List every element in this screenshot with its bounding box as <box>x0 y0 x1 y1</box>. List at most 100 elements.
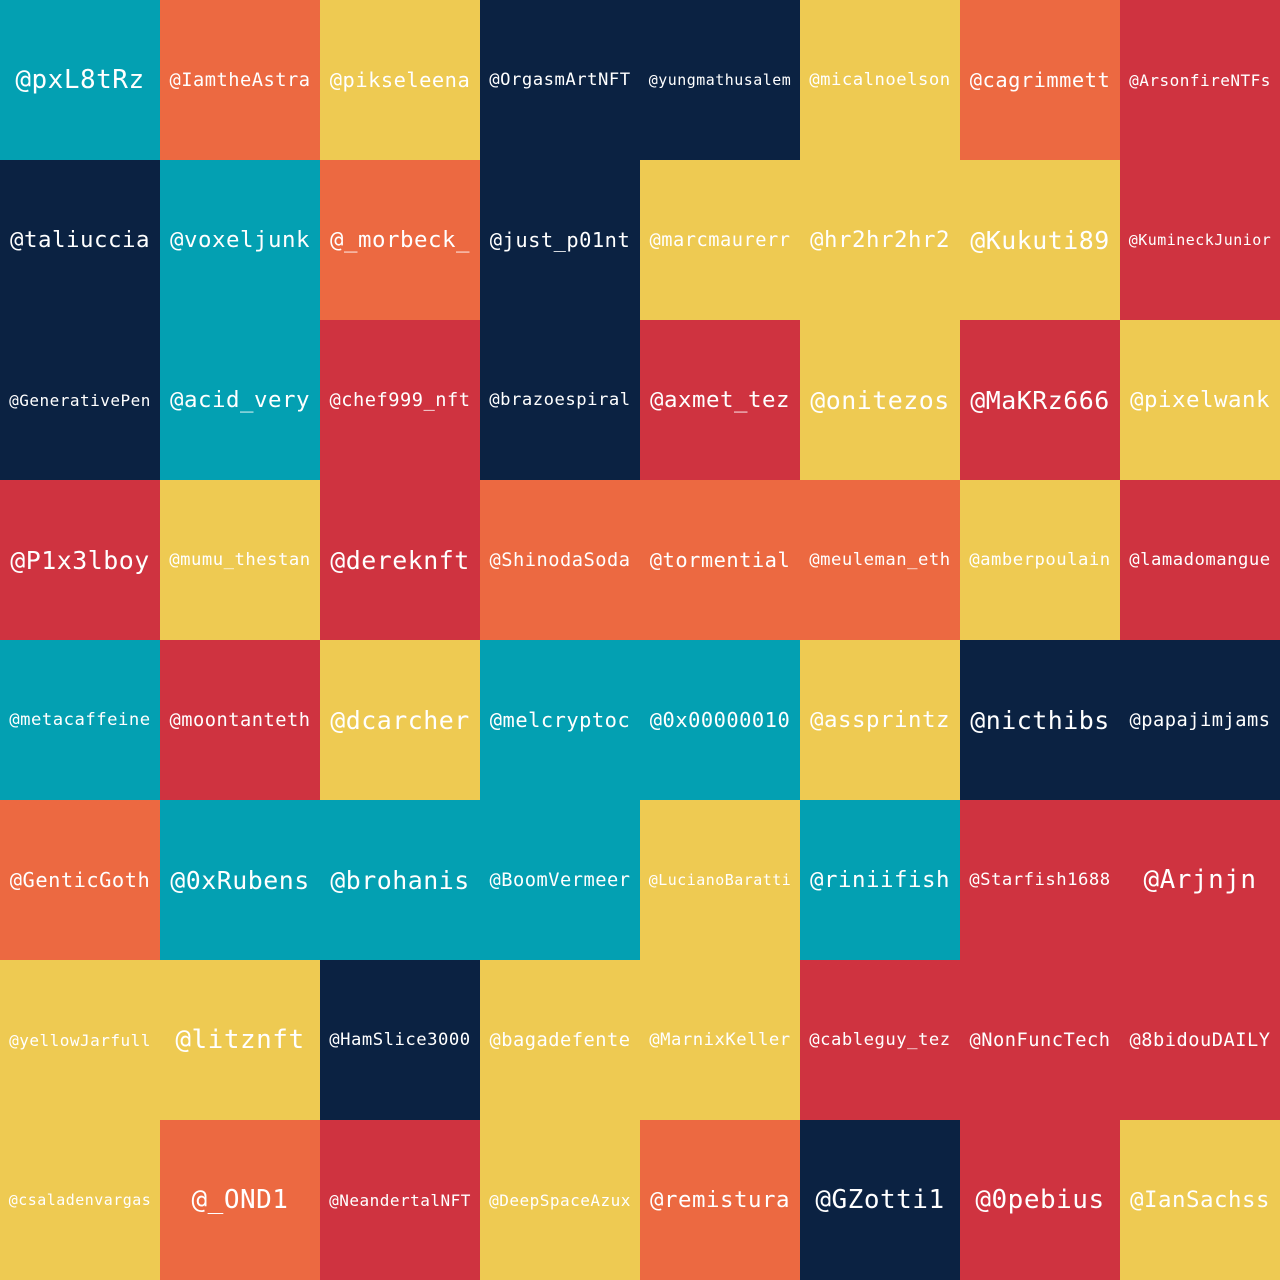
handle-tile: @moontanteth <box>160 640 320 800</box>
handle-tile: @csaladenvargas <box>0 1120 160 1280</box>
handle-tile: @_morbeck_ <box>320 160 480 320</box>
handle-label: @0x00000010 <box>649 708 791 732</box>
handle-tile: @acid_very <box>160 320 320 480</box>
handle-label: @just_p01nt <box>489 228 631 252</box>
handle-tile: @cagrimmett <box>960 0 1120 160</box>
handle-label: @lamadomangue <box>1129 550 1271 570</box>
handle-label: @brazoespiral <box>489 390 631 410</box>
handle-label: @cagrimmett <box>969 68 1111 92</box>
handle-tile: @cableguy_tez <box>800 960 960 1120</box>
handle-label: @IamtheAstra <box>169 69 311 91</box>
handle-label: @MaKRz666 <box>970 385 1110 415</box>
handle-tile: @litznft <box>160 960 320 1120</box>
handle-tile: @pixelwank <box>1120 320 1280 480</box>
handle-label: @8bidouDAILY <box>1129 1029 1271 1051</box>
handle-label: @onitezos <box>810 385 950 415</box>
handle-label: @bagadefente <box>489 1029 631 1051</box>
handle-tile: @LucianoBaratti <box>640 800 800 960</box>
handle-label: @IanSachss <box>1130 1187 1270 1213</box>
handle-tile: @amberpoulain <box>960 480 1120 640</box>
handle-tile: @_OND1 <box>160 1120 320 1280</box>
handle-tile: @0x00000010 <box>640 640 800 800</box>
handle-label: @P1x3lboy <box>10 545 150 575</box>
handle-label: @litznft <box>175 1025 305 1055</box>
handle-label: @Arjnjn <box>1143 865 1257 895</box>
handle-tile: @BoomVermeer <box>480 800 640 960</box>
handle-label: @micalnoelson <box>809 70 951 90</box>
handle-label: @LucianoBaratti <box>648 871 792 889</box>
handle-tile: @hr2hr2hr2 <box>800 160 960 320</box>
handle-tile: @MaKRz666 <box>960 320 1120 480</box>
handle-tile: @melcryptoc <box>480 640 640 800</box>
handle-label: @brohanis <box>330 865 470 895</box>
handle-tile: @ShinodaSoda <box>480 480 640 640</box>
handle-label: @assprintz <box>810 707 950 733</box>
handle-label: @mumu_thestan <box>169 550 311 570</box>
handle-tile: @voxeljunk <box>160 160 320 320</box>
handle-label: @csaladenvargas <box>8 1191 152 1209</box>
handle-tile: @dereknft <box>320 480 480 640</box>
handle-tile: @papajimjams <box>1120 640 1280 800</box>
handle-label: @NonFuncTech <box>969 1029 1111 1051</box>
handle-tile: @chef999_nft <box>320 320 480 480</box>
handle-tile: @0pebius <box>960 1120 1120 1280</box>
handle-label: @GenticGoth <box>9 868 151 892</box>
handle-label: @yellowJarfull <box>9 1030 151 1050</box>
handle-tile: @Starfish1688 <box>960 800 1120 960</box>
handle-tile: @metacaffeine <box>0 640 160 800</box>
handle-tile: @lamadomangue <box>1120 480 1280 640</box>
handle-label: @ArsonfireNTFs <box>1129 70 1271 90</box>
handle-tile: @IanSachss <box>1120 1120 1280 1280</box>
handle-tile: @remistura <box>640 1120 800 1280</box>
handle-label: @Starfish1688 <box>969 870 1111 890</box>
handle-tile: @0xRubens <box>160 800 320 960</box>
handle-tile: @IamtheAstra <box>160 0 320 160</box>
handle-label: @hr2hr2hr2 <box>810 227 950 253</box>
handle-label: @HamSlice3000 <box>329 1030 471 1050</box>
handle-label: @NeandertalNFT <box>329 1190 471 1210</box>
handle-tile: @ArsonfireNTFs <box>1120 0 1280 160</box>
handle-label: @DeepSpaceAzux <box>489 1190 631 1210</box>
handle-tile: @bagadefente <box>480 960 640 1120</box>
handle-label: @MarnixKeller <box>649 1030 791 1050</box>
handle-tile: @Arjnjn <box>1120 800 1280 960</box>
handle-tile: @GenticGoth <box>0 800 160 960</box>
handle-label: @remistura <box>650 1187 790 1213</box>
handle-tile: @micalnoelson <box>800 0 960 160</box>
handle-label: @OrgasmArtNFT <box>489 70 631 90</box>
handle-label: @voxeljunk <box>170 227 310 253</box>
handle-label: @dereknft <box>330 545 470 575</box>
handle-tile: @just_p01nt <box>480 160 640 320</box>
handle-label: @_morbeck_ <box>330 227 470 253</box>
handle-tile: @HamSlice3000 <box>320 960 480 1120</box>
handle-tile: @DeepSpaceAzux <box>480 1120 640 1280</box>
handle-label: @ShinodaSoda <box>489 549 631 571</box>
handle-tile: @NonFuncTech <box>960 960 1120 1120</box>
handle-tile: @GenerativePen <box>0 320 160 480</box>
handle-label: @marcmaurerr <box>649 229 791 251</box>
handle-label: @nicthibs <box>970 705 1110 735</box>
handle-tile: @mumu_thestan <box>160 480 320 640</box>
handle-label: @cableguy_tez <box>809 1030 951 1050</box>
handle-label: @axmet_tez <box>650 387 790 413</box>
handle-tile: @taliuccia <box>0 160 160 320</box>
handle-tile: @GZotti1 <box>800 1120 960 1280</box>
handle-label: @yungmathusalem <box>648 71 792 89</box>
handle-tile: @P1x3lboy <box>0 480 160 640</box>
handle-label: @KumineckJunior <box>1128 231 1272 249</box>
handle-label: @_OND1 <box>191 1185 289 1215</box>
handle-label: @GenerativePen <box>9 390 151 410</box>
handle-tile: @MarnixKeller <box>640 960 800 1120</box>
handle-tile: @onitezos <box>800 320 960 480</box>
handle-tile: @8bidouDAILY <box>1120 960 1280 1120</box>
handle-tile: @pxL8tRz <box>0 0 160 160</box>
handle-label: @meuleman_eth <box>809 550 951 570</box>
handle-tile: @tormential <box>640 480 800 640</box>
handle-tile: @axmet_tez <box>640 320 800 480</box>
handle-label: @tormential <box>649 548 791 572</box>
handle-label: @pixelwank <box>1130 387 1270 413</box>
handle-label: @amberpoulain <box>969 550 1111 570</box>
handle-label: @melcryptoc <box>489 708 631 732</box>
handle-tile: @marcmaurerr <box>640 160 800 320</box>
